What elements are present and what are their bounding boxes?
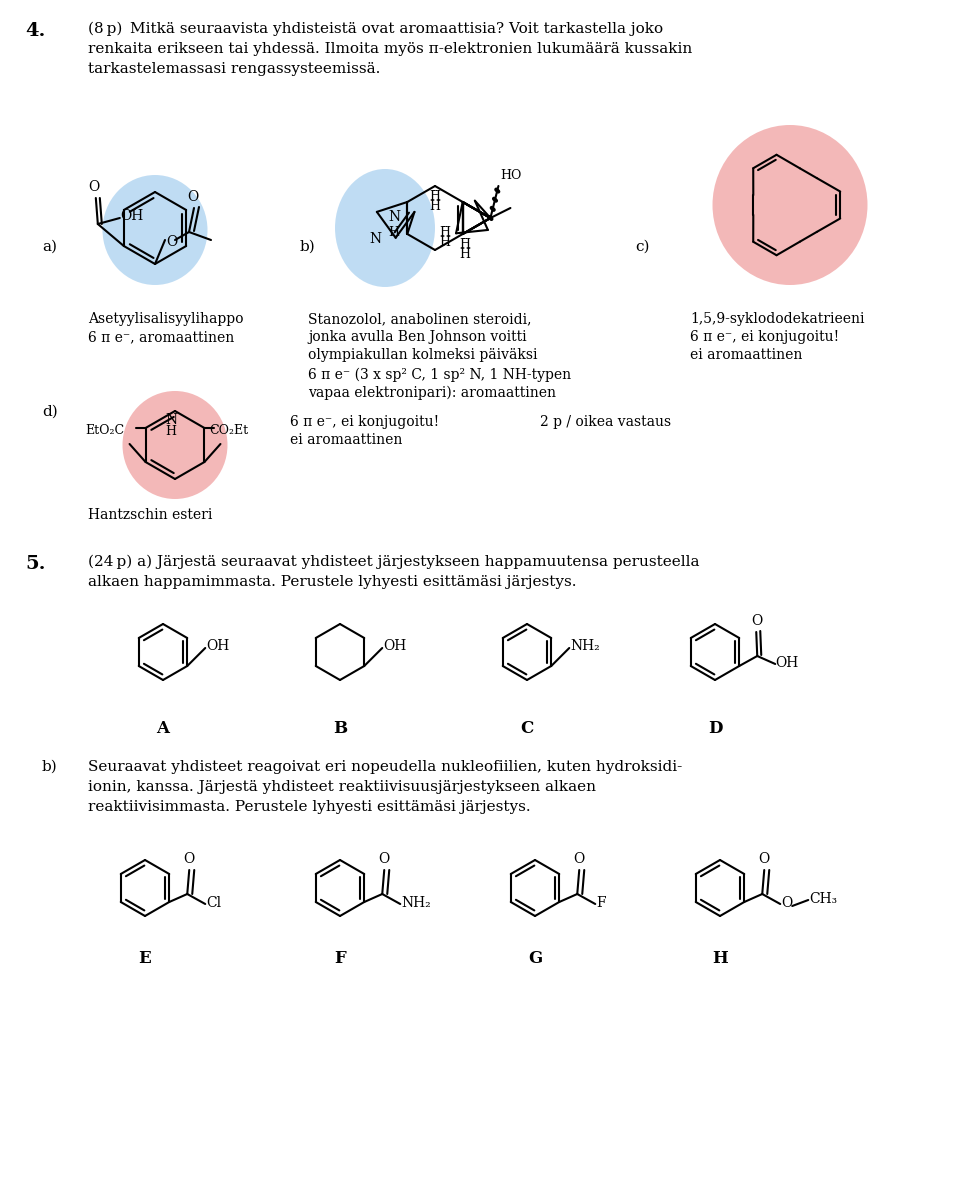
Text: tarkastelemassasi rengassysteemissä.: tarkastelemassasi rengassysteemissä. (88, 62, 380, 77)
Text: HO: HO (500, 169, 522, 182)
Text: O: O (187, 189, 199, 204)
Text: B: B (333, 720, 348, 737)
Text: vapaa elektronipari): aromaattinen: vapaa elektronipari): aromaattinen (308, 386, 556, 400)
Text: d): d) (42, 405, 58, 419)
Text: G: G (528, 950, 542, 967)
Text: olympiakullan kolmeksi päiväksi: olympiakullan kolmeksi päiväksi (308, 348, 538, 363)
Text: 4.: 4. (25, 22, 45, 40)
Text: 5.: 5. (25, 556, 45, 573)
Text: Seuraavat yhdisteet reagoivat eri nopeudella nukleofiilien, kuten hydroksidi-: Seuraavat yhdisteet reagoivat eri nopeud… (88, 760, 683, 774)
Text: 2 p / oikea vastaus: 2 p / oikea vastaus (540, 415, 671, 428)
Text: renkaita erikseen tai yhdessä. Ilmoita myös π-elektronien lukumäärä kussakin: renkaita erikseen tai yhdessä. Ilmoita m… (88, 42, 692, 56)
Text: H: H (389, 226, 399, 239)
Text: c): c) (635, 240, 650, 254)
Text: NH₂: NH₂ (401, 896, 431, 910)
Text: O: O (166, 235, 178, 250)
Text: CH₃: CH₃ (809, 892, 837, 906)
Text: ionin, kanssa. Järjestä yhdisteet reaktiivisuusjärjestykseen alkaen: ionin, kanssa. Järjestä yhdisteet reakti… (88, 780, 596, 794)
Text: H̅: H̅ (459, 238, 470, 251)
Text: H: H (165, 425, 177, 438)
Text: Stanozolol, anabolinen steroidi,: Stanozolol, anabolinen steroidi, (308, 312, 532, 326)
Text: alkaen happamimmasta. Perustele lyhyesti esittämäsi järjestys.: alkaen happamimmasta. Perustele lyhyesti… (88, 576, 577, 588)
Text: O: O (378, 852, 390, 866)
Text: OH: OH (120, 210, 143, 222)
Text: H: H (429, 200, 441, 213)
Text: reaktiivisimmasta. Perustele lyhyesti esittämäsi järjestys.: reaktiivisimmasta. Perustele lyhyesti es… (88, 800, 531, 814)
Text: 6 π e⁻, ei konjugoitu!: 6 π e⁻, ei konjugoitu! (690, 330, 839, 344)
Text: C: C (520, 720, 534, 737)
Ellipse shape (123, 391, 228, 499)
Text: H: H (440, 237, 450, 250)
Text: O: O (183, 852, 195, 866)
Ellipse shape (712, 125, 868, 285)
Text: N: N (370, 232, 382, 246)
Text: H̅: H̅ (440, 226, 450, 239)
Text: F: F (334, 950, 346, 967)
Text: N: N (165, 413, 177, 427)
Text: OH: OH (776, 656, 799, 670)
Text: 6 π e⁻, aromaattinen: 6 π e⁻, aromaattinen (88, 330, 234, 344)
Text: jonka avulla Ben Johnson voitti: jonka avulla Ben Johnson voitti (308, 330, 527, 344)
Ellipse shape (335, 169, 435, 287)
Text: a): a) (42, 240, 57, 254)
Text: H: H (459, 248, 470, 261)
Text: O: O (781, 896, 793, 910)
Ellipse shape (103, 175, 207, 285)
Text: O: O (88, 180, 100, 194)
Text: (8 p) Mitkä seuraavista yhdisteistä ovat aromaattisia? Voit tarkastella joko: (8 p) Mitkä seuraavista yhdisteistä ovat… (88, 22, 663, 36)
Text: CO₂Et: CO₂Et (209, 424, 249, 437)
Text: (24 p) a) Järjestä seuraavat yhdisteet järjestykseen happamuutensa perusteella: (24 p) a) Järjestä seuraavat yhdisteet j… (88, 556, 700, 570)
Text: Hantzschin esteri: Hantzschin esteri (88, 508, 212, 523)
Text: O: O (574, 852, 585, 866)
Text: D: D (708, 720, 722, 737)
Text: N: N (389, 210, 400, 224)
Text: 6 π e⁻, ei konjugoitu!: 6 π e⁻, ei konjugoitu! (290, 415, 439, 428)
Text: ei aromaattinen: ei aromaattinen (290, 433, 402, 447)
Text: Cl: Cl (206, 896, 222, 910)
Text: 1,5,9-syklododekatrieeni: 1,5,9-syklododekatrieeni (690, 312, 865, 326)
Text: E: E (138, 950, 152, 967)
Text: ei aromaattinen: ei aromaattinen (690, 348, 803, 363)
Text: A: A (156, 720, 170, 737)
Text: OH: OH (206, 639, 229, 653)
Text: b): b) (42, 760, 58, 774)
Text: O: O (758, 852, 770, 866)
Text: 6 π e⁻ (3 x sp² C, 1 sp² N, 1 NH-typen: 6 π e⁻ (3 x sp² C, 1 sp² N, 1 NH-typen (308, 368, 571, 383)
Text: H: H (712, 950, 728, 967)
Text: EtO₂C: EtO₂C (85, 424, 125, 437)
Text: H̅: H̅ (429, 189, 441, 202)
Text: OH: OH (383, 639, 406, 653)
Text: Asetyylisalisyylihappo: Asetyylisalisyylihappo (88, 312, 244, 326)
Text: O: O (752, 614, 763, 629)
Text: F: F (596, 896, 606, 910)
Text: b): b) (300, 240, 316, 254)
Text: NH₂: NH₂ (570, 639, 600, 653)
